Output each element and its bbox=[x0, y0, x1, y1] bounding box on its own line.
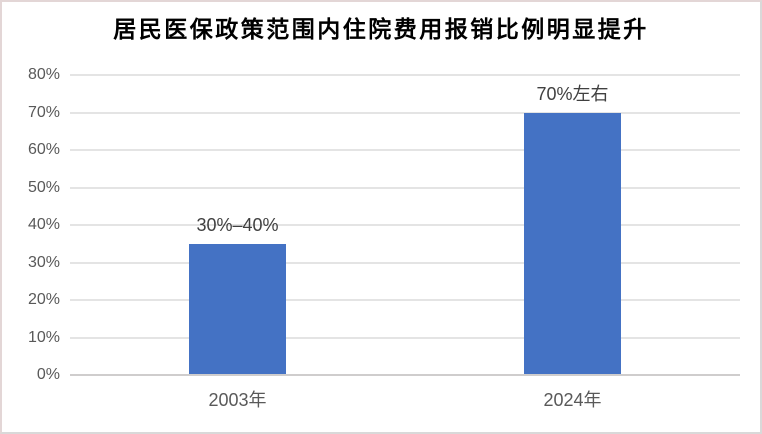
bar-data-label: 30%–40% bbox=[196, 214, 279, 235]
bar bbox=[189, 243, 286, 374]
y-tick-label: 20% bbox=[27, 291, 60, 308]
x-axis-line bbox=[70, 374, 740, 376]
y-tick-label: 30% bbox=[27, 253, 60, 271]
gridline bbox=[70, 74, 740, 76]
gridline bbox=[70, 186, 740, 189]
y-tick-label: 40% bbox=[27, 216, 60, 233]
y-tick-label: 50% bbox=[27, 178, 60, 196]
y-tick-label: 70% bbox=[27, 103, 60, 121]
y-tick-label: 60% bbox=[27, 141, 60, 158]
gridline bbox=[70, 111, 740, 114]
gridline bbox=[70, 336, 740, 339]
gridline bbox=[70, 224, 740, 226]
gridline bbox=[70, 149, 740, 151]
chart-title: 居民医保政策范围内住院费用报销比例明显提升 bbox=[113, 16, 649, 42]
y-tick-label: 80% bbox=[27, 66, 60, 83]
y-tick-label: 10% bbox=[27, 328, 60, 346]
y-tick-label: 0% bbox=[36, 366, 60, 383]
bar bbox=[524, 112, 621, 374]
gridline bbox=[70, 299, 740, 301]
bar-data-label: 70%左右 bbox=[536, 83, 609, 104]
x-category-label: 2003年 bbox=[208, 390, 267, 410]
gridline bbox=[70, 261, 740, 264]
x-category-label: 2024年 bbox=[543, 390, 602, 410]
